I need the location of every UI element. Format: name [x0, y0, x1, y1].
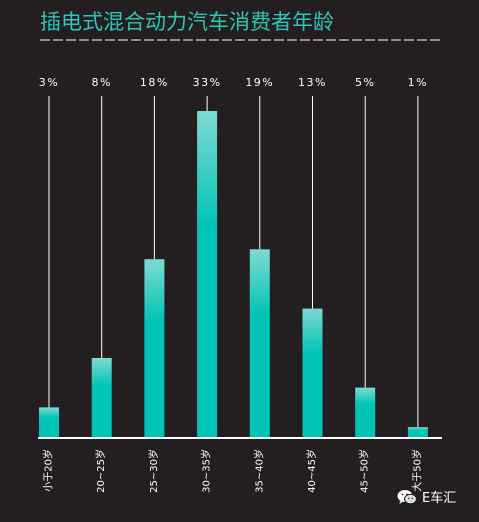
bars-layer — [39, 96, 428, 437]
watermark-text: E车汇 — [422, 491, 457, 506]
x-tick-label: 45~50岁 — [358, 449, 371, 493]
x-tick-label: 小于20岁 — [42, 449, 55, 492]
bar — [407, 427, 428, 437]
x-tick-label: 25~30岁 — [147, 449, 160, 493]
labels-layer: 3% 小于20岁 8% 20~25岁 18% 25~30岁 33% 30~35岁 19% 35~4… — [39, 76, 428, 493]
bar — [355, 387, 376, 437]
value-label: 18% — [140, 76, 169, 89]
bar — [91, 357, 112, 437]
watermark: E车汇 — [397, 487, 456, 506]
x-tick-label: 20~25岁 — [94, 449, 107, 493]
value-label: 19% — [245, 76, 274, 89]
bar — [302, 308, 323, 437]
value-label: 8% — [91, 76, 111, 89]
x-tick-label: 大于50岁 — [410, 449, 423, 492]
bar — [39, 407, 59, 437]
chart-title: 插电式混合动力汽车消费者年龄 — [40, 10, 334, 34]
value-label: 1% — [408, 76, 428, 89]
value-label: 3% — [39, 76, 59, 89]
x-tick-label: 40~45岁 — [305, 449, 318, 493]
bar — [144, 259, 165, 437]
bar — [197, 111, 218, 437]
value-label: 13% — [298, 76, 327, 89]
x-tick-label: 30~35岁 — [200, 449, 213, 493]
bar — [249, 249, 270, 437]
value-label: 33% — [193, 76, 222, 89]
value-label: 5% — [355, 76, 375, 89]
wechat-icon — [397, 489, 417, 504]
x-tick-label: 35~40岁 — [252, 449, 265, 493]
